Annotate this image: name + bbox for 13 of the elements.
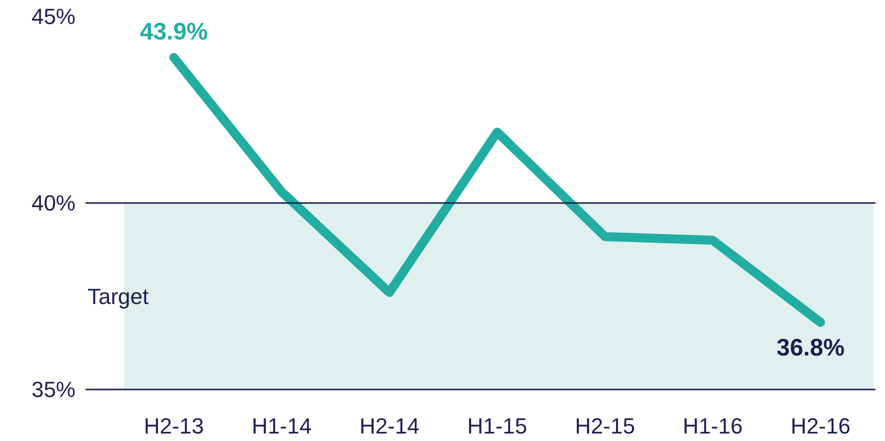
x-tick-label: H2-16 [790, 414, 850, 438]
x-tick-label: H1-16 [682, 414, 743, 438]
x-tick-label: H1-15 [467, 414, 528, 438]
band-label: Target [88, 284, 149, 309]
x-tick-label: H2-15 [575, 414, 635, 438]
data-label: 36.8% [776, 334, 845, 362]
x-tick-label: H2-14 [359, 414, 420, 438]
x-tick-label: H2-13 [144, 414, 204, 438]
data-label: 43.9% [140, 18, 208, 46]
y-tick-label: 35% [31, 377, 76, 402]
y-tick-label: 40% [31, 190, 76, 216]
x-tick-label: H1-14 [252, 414, 312, 438]
y-tick-label: 45% [31, 4, 76, 29]
